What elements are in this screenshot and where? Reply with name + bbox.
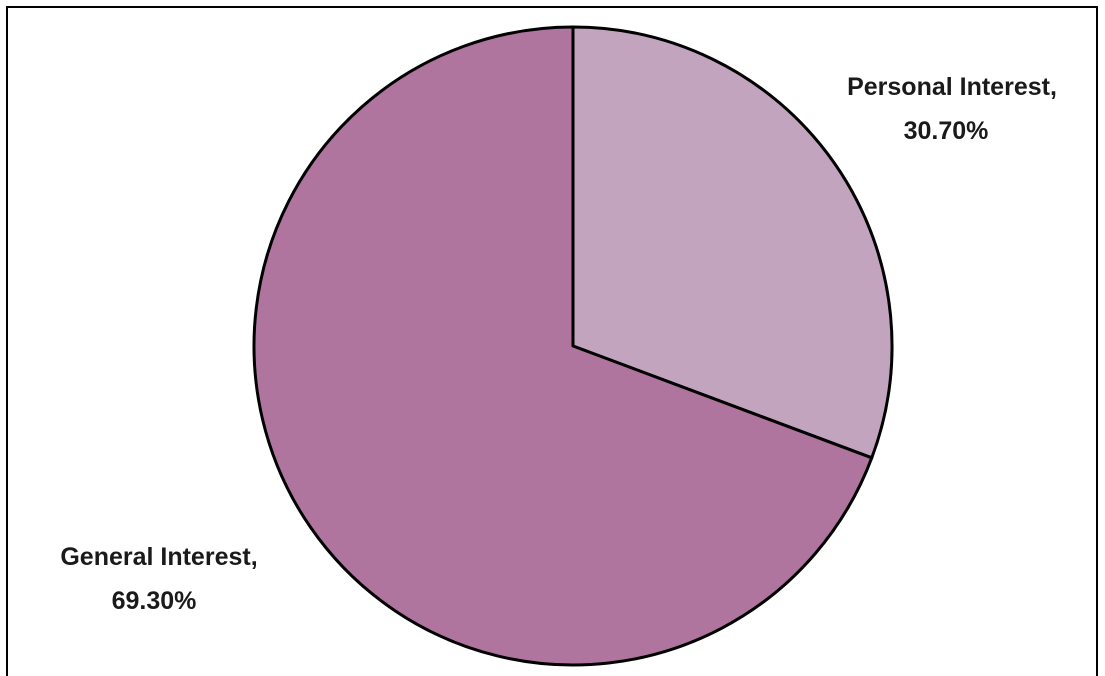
slice-value-general-interest: 69.30% — [112, 587, 197, 615]
pie-slices — [252, 25, 894, 667]
slice-label-general-interest: General Interest, — [60, 543, 257, 571]
pie-slice-personal-interest — [571, 25, 894, 460]
slice-category-general-interest: General Interest, — [60, 543, 257, 571]
pie-slice-general-interest — [252, 25, 874, 667]
slice-category-personal-interest: Personal Interest, — [847, 73, 1057, 101]
slice-label-personal-interest: Personal Interest, — [847, 73, 1057, 101]
slice-value-personal-interest: 30.70% — [904, 117, 989, 145]
